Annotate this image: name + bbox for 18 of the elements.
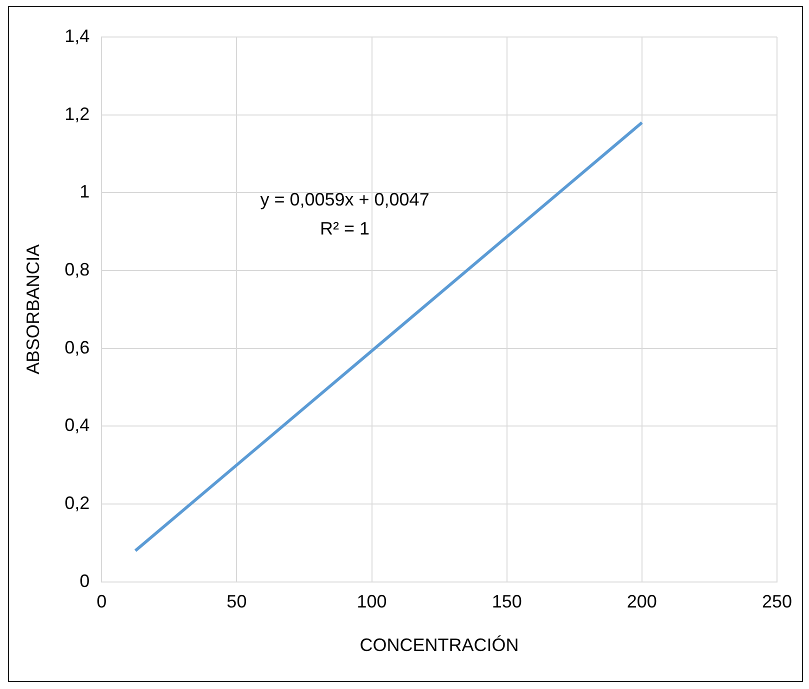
x-tick-label: 200 [626,592,657,612]
x-tick-label: 250 [762,592,792,612]
y-tick-label: 1,4 [64,26,90,46]
annotation: R² = 1 [320,218,370,238]
x-tick-label: 150 [492,592,522,612]
y-tick-label: 0,8 [64,259,90,280]
x-tick-label: 50 [226,592,247,612]
y-tick-label: 1,2 [64,104,90,124]
y-tick-label: 0 [80,570,90,591]
x-tick-label: 100 [356,592,387,612]
x-axis-title: CONCENTRACIÓN [360,635,519,656]
x-tick-label: 0 [96,592,107,612]
y-tick-label: 0,2 [64,492,90,513]
y-tick-label: 0,6 [64,337,90,358]
y-axis-title: ABSORBANCIA [22,244,43,374]
y-tick-label: 1 [80,182,90,202]
annotation: y = 0,0059x + 0,0047 [260,189,430,210]
y-tick-label: 0,4 [64,415,90,436]
